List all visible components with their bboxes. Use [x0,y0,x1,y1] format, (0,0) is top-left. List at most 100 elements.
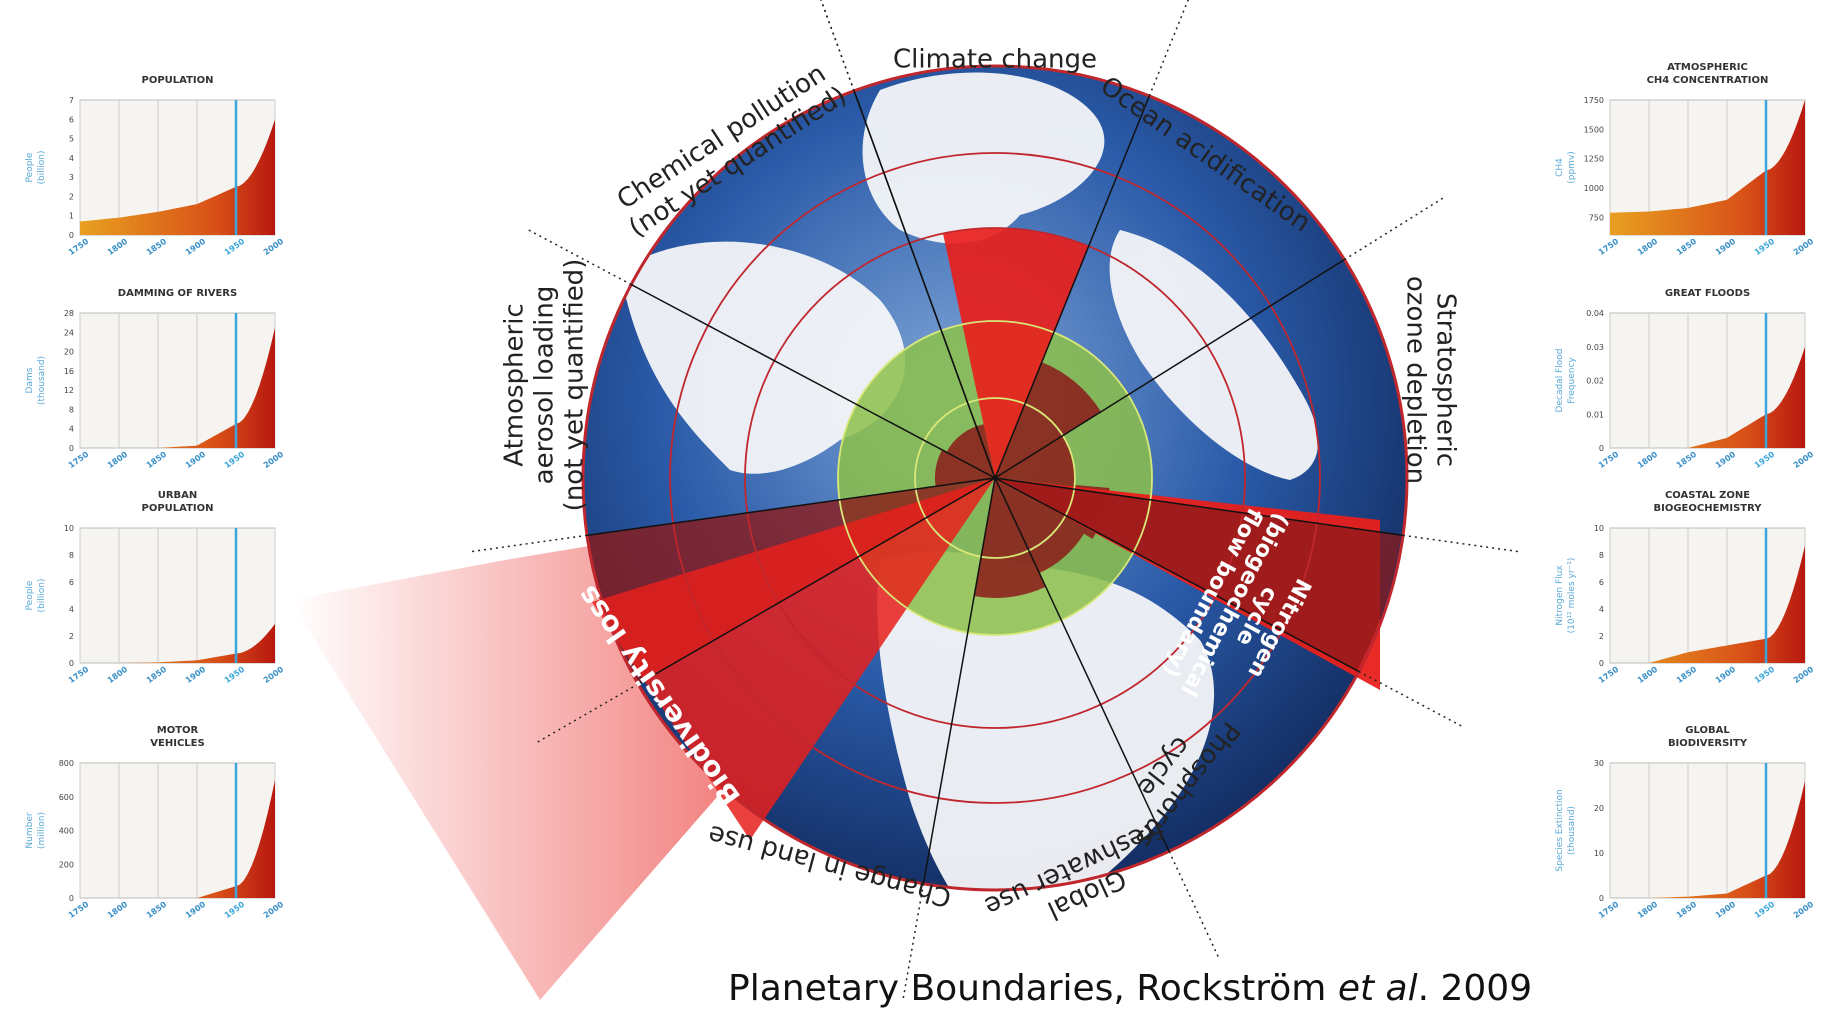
label-ozone-line: Stratospheric [1430,293,1460,467]
mini-chart-ytick: 4 [69,154,74,163]
mini-chart-ytick: 0.01 [1586,410,1604,419]
mini-chart-ytick: 1000 [1584,184,1604,193]
label-climate: Climate change [893,45,1097,75]
freshwater-wedge [995,478,1085,574]
mini-chart-ytick: 4 [69,425,74,434]
mini-chart-xtick: 1850 [1675,237,1699,257]
mini-chart-ylabel-line: CH4 [1555,158,1565,177]
mini-chart-xtick: 1950 [223,665,247,685]
mini-chart-xtick: 1900 [1714,900,1738,920]
divider-line [922,477,996,884]
mini-chart-xtick: 2000 [1792,450,1816,470]
mini-chart-ytick: 6 [69,578,74,587]
mini-chart-ylabel: People (billion) [25,579,47,613]
mini-chart-ylabel: Decadal Flood Frequency [1555,349,1577,413]
mini-chart-plot-area [79,527,276,664]
mini-chart-ytick: 0.02 [1586,377,1604,386]
mini-chart-ytick: 4 [1599,605,1604,614]
mini-chart-ytick: 24 [64,328,74,337]
mini-chart-ytick: 6 [1599,578,1604,587]
boundary-ring [581,64,1409,892]
mini-chart-xtick: 1850 [1675,450,1699,470]
mini-chart-xtick: 1800 [106,237,130,257]
mini-chart-ylabel: People (billion) [25,151,47,185]
mini-chart-xtick: 1800 [1636,665,1660,685]
mini-chart-title: GLOBAL [1685,725,1730,736]
divider-line-dotted [1168,851,1221,961]
mini-chart-ytick: 0.04 [1586,309,1604,318]
mini-chart-area [80,623,275,663]
mini-chart-ytick: 2 [69,192,74,201]
mini-chart-ytick: 600 [59,793,74,802]
mini-chart-ytick: 10 [1594,849,1604,858]
divider-line [853,90,996,479]
mini-chart-ytick: 5 [69,135,74,144]
mini-chart-xtick: 1800 [106,450,130,470]
ozone-depletion-wedge [995,435,1075,485]
label-ozone-line: ozone depletion [1401,276,1431,484]
mini-chart-xtick: 1850 [1675,665,1699,685]
mini-chart-ylabel: Number (million) [25,812,47,849]
mini-chart-ytick: 16 [64,367,74,376]
mini-chart-ytick: 750 [1589,213,1604,222]
mini-chart-title: DAMMING OF RIVERS [118,288,237,299]
mini-chart-area [1610,545,1805,663]
mini-chart-ytick: 800 [59,759,74,768]
mini-chart-ylabel-line: Frequency [1567,357,1577,404]
mini-chart-ylabel-line: (thousand) [37,356,47,405]
mini-chart-ytick: 10 [64,524,74,533]
mini-chart-ytick: 0 [1599,894,1604,903]
divider-line-dotted [1148,0,1189,97]
biodiversity-wedge [592,478,995,840]
mini-chart-xtick: 1850 [145,450,169,470]
mini-chart-ytick: 0 [69,444,74,453]
mini-chart-area [1610,100,1805,235]
mini-chart-ytick: 2 [1599,632,1604,641]
mini-chart-title: COASTAL ZONE [1665,490,1750,501]
mini-chart-ytick: 0 [69,659,74,668]
caption-main: Planetary Boundaries, Rockström [728,968,1338,1009]
mini-chart-ytick: 0 [1599,659,1604,668]
mini-chart-title: GREAT FLOODS [1665,288,1750,299]
divider-line [586,477,996,537]
mini-chart-ylabel-line: (billion) [37,151,47,185]
nitrogen-wedge [995,478,1402,671]
divider-line-dotted [1402,534,1522,553]
mini-chart-ylabel-line: (ppmv) [1567,151,1577,184]
caption-end: . 2009 [1417,968,1533,1009]
mini-chart-ylabel-line: (thousand) [1567,806,1577,855]
mini-chart-ytick: 7 [69,96,74,105]
mini-chart-area [80,779,275,898]
mini-chart-ytick: 1250 [1584,155,1604,164]
mini-chart-title: BIOGEOCHEMISTRY [1653,503,1762,514]
divider-line [994,477,1360,673]
mini-chart-title: ATMOSPHERIC [1667,62,1748,73]
boundary-ring [837,320,1153,636]
mini-chart-ylabel-line: Nitrogen Flux [1555,565,1565,626]
divider-line-dotted [533,683,639,745]
mini-chart-xtick: 2000 [262,237,286,257]
mini-chart-ytick: 3 [69,173,74,182]
mini-chart-xtick: 1800 [1636,900,1660,920]
mini-chart-title: VEHICLES [150,738,204,749]
wedge-divider-lines [468,0,1522,1003]
mini-chart-ylabel-line: (billion) [37,579,47,613]
mini-chart-ytick: 8 [69,551,74,560]
mini-chart-xtick: 2000 [1792,665,1816,685]
label-aerosol-line: Atmospheric [500,303,530,467]
mini-chart-xtick: 1900 [184,237,208,257]
mini-chart-xtick: 2000 [1792,900,1816,920]
figure-caption: Planetary Boundaries, Rockström et al. 2… [728,968,1532,1009]
mini-chart-xtick: 2000 [262,450,286,470]
mini-chart-ytick: 8 [1599,551,1604,560]
mini-chart-xtick: 1900 [1714,237,1738,257]
mini-chart-xtick: 1900 [184,900,208,920]
caption-italic: et al [1337,968,1418,1009]
mini-chart-xtick: 1800 [106,665,130,685]
divider-line-dotted [901,883,925,1003]
